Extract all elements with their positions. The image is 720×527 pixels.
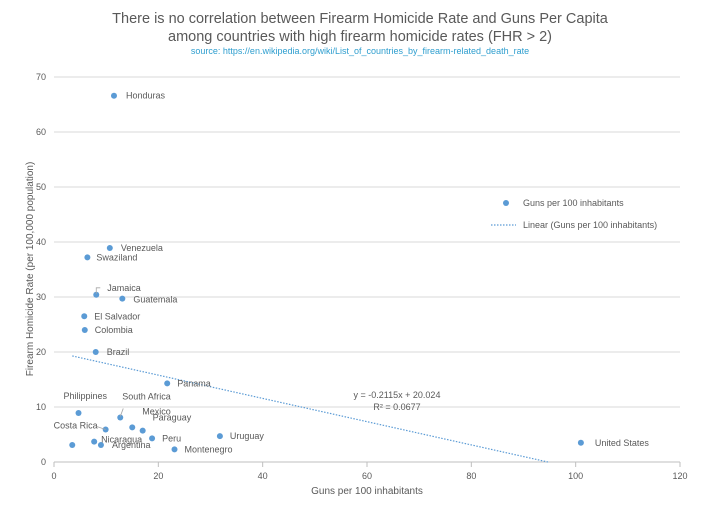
point-label: El Salvador	[94, 311, 140, 321]
chart-source: source: https://en.wikipedia.org/wiki/Li…	[191, 46, 529, 56]
data-point	[92, 349, 99, 355]
data-point	[119, 295, 126, 302]
point-label: Colombia	[95, 325, 133, 335]
data-point	[117, 414, 124, 421]
point-label: Venezuela	[121, 243, 163, 253]
x-tick-label: 80	[466, 471, 476, 481]
point-label: Montenegro	[185, 444, 233, 454]
chart-title-line1: There is no correlation between Firearm …	[112, 11, 609, 27]
label-leader-line	[119, 408, 124, 417]
x-tick-label: 100	[568, 471, 583, 481]
point-label: Guatemala	[133, 295, 177, 305]
point-label: Philippines	[64, 391, 108, 401]
data-point	[129, 424, 136, 431]
data-point	[97, 441, 104, 448]
x-tick-label: 40	[258, 471, 268, 481]
point-label: Panama	[177, 378, 211, 388]
data-point	[149, 435, 156, 442]
data-point	[84, 254, 91, 261]
y-tick-label: 10	[36, 402, 46, 412]
point-label: South Africa	[122, 391, 171, 401]
legend-point-marker	[503, 200, 509, 206]
x-tick-label: 60	[362, 471, 372, 481]
data-point	[171, 446, 178, 453]
y-tick-label: 20	[36, 347, 46, 357]
data-points	[69, 92, 584, 453]
label-leader-line	[96, 426, 106, 430]
data-point	[139, 427, 146, 434]
point-label: Peru	[162, 433, 181, 443]
data-point	[81, 327, 88, 333]
gridlines	[54, 76, 680, 408]
y-tick-label: 30	[36, 292, 46, 302]
axes: 0 10 20 30 40 50 60 70 0 20 40 60 80 100 120	[36, 72, 688, 481]
point-label: Swaziland	[96, 252, 137, 262]
trend-equation: y = -0.2115x + 20.024	[354, 390, 441, 400]
data-point	[577, 439, 584, 446]
y-tick-label: 0	[41, 457, 46, 467]
point-label: Honduras	[126, 91, 166, 101]
x-tick-label: 20	[153, 471, 163, 481]
trend-r-squared: R² = 0.0677	[373, 402, 420, 412]
y-tick-label: 60	[36, 127, 46, 137]
y-axis-label: Firearm Homicide Rate (per 100,000 popul…	[25, 162, 36, 377]
y-tick-label: 70	[36, 72, 46, 82]
x-tick-label: 0	[51, 471, 56, 481]
trendline	[72, 355, 549, 463]
point-label: Mexico	[142, 406, 171, 416]
data-point	[216, 433, 223, 440]
point-label: Jamaica	[107, 283, 141, 293]
data-point	[93, 291, 100, 298]
legend-series-label: Guns per 100 inhabitants	[523, 198, 624, 208]
chart-title-line2: among countries with high firearm homici…	[168, 29, 552, 45]
data-point	[91, 438, 98, 445]
legend-trend-label: Linear (Guns per 100 inhabitants)	[523, 220, 657, 230]
point-label: Costa Rica	[54, 421, 98, 431]
x-axis-label: Guns per 100 inhabitants	[311, 486, 423, 497]
data-point	[110, 92, 117, 99]
data-point	[75, 410, 82, 417]
data-point	[81, 313, 88, 320]
trendline-group	[72, 355, 549, 463]
x-tick-label: 120	[672, 471, 687, 481]
point-label: Brazil	[107, 347, 130, 357]
point-label: Paraguay	[153, 413, 192, 423]
point-label: Argentina	[112, 440, 151, 450]
label-leader-line	[95, 287, 101, 294]
point-label: United States	[595, 438, 650, 448]
point-label: Nicaragua	[101, 435, 142, 445]
y-tick-label: 40	[36, 237, 46, 247]
legend: Guns per 100 inhabitants Linear (Guns pe…	[491, 198, 657, 230]
data-point	[69, 441, 76, 448]
point-label: Uruguay	[230, 431, 265, 441]
data-point	[106, 245, 113, 252]
data-point	[164, 380, 171, 387]
y-tick-label: 50	[36, 182, 46, 192]
